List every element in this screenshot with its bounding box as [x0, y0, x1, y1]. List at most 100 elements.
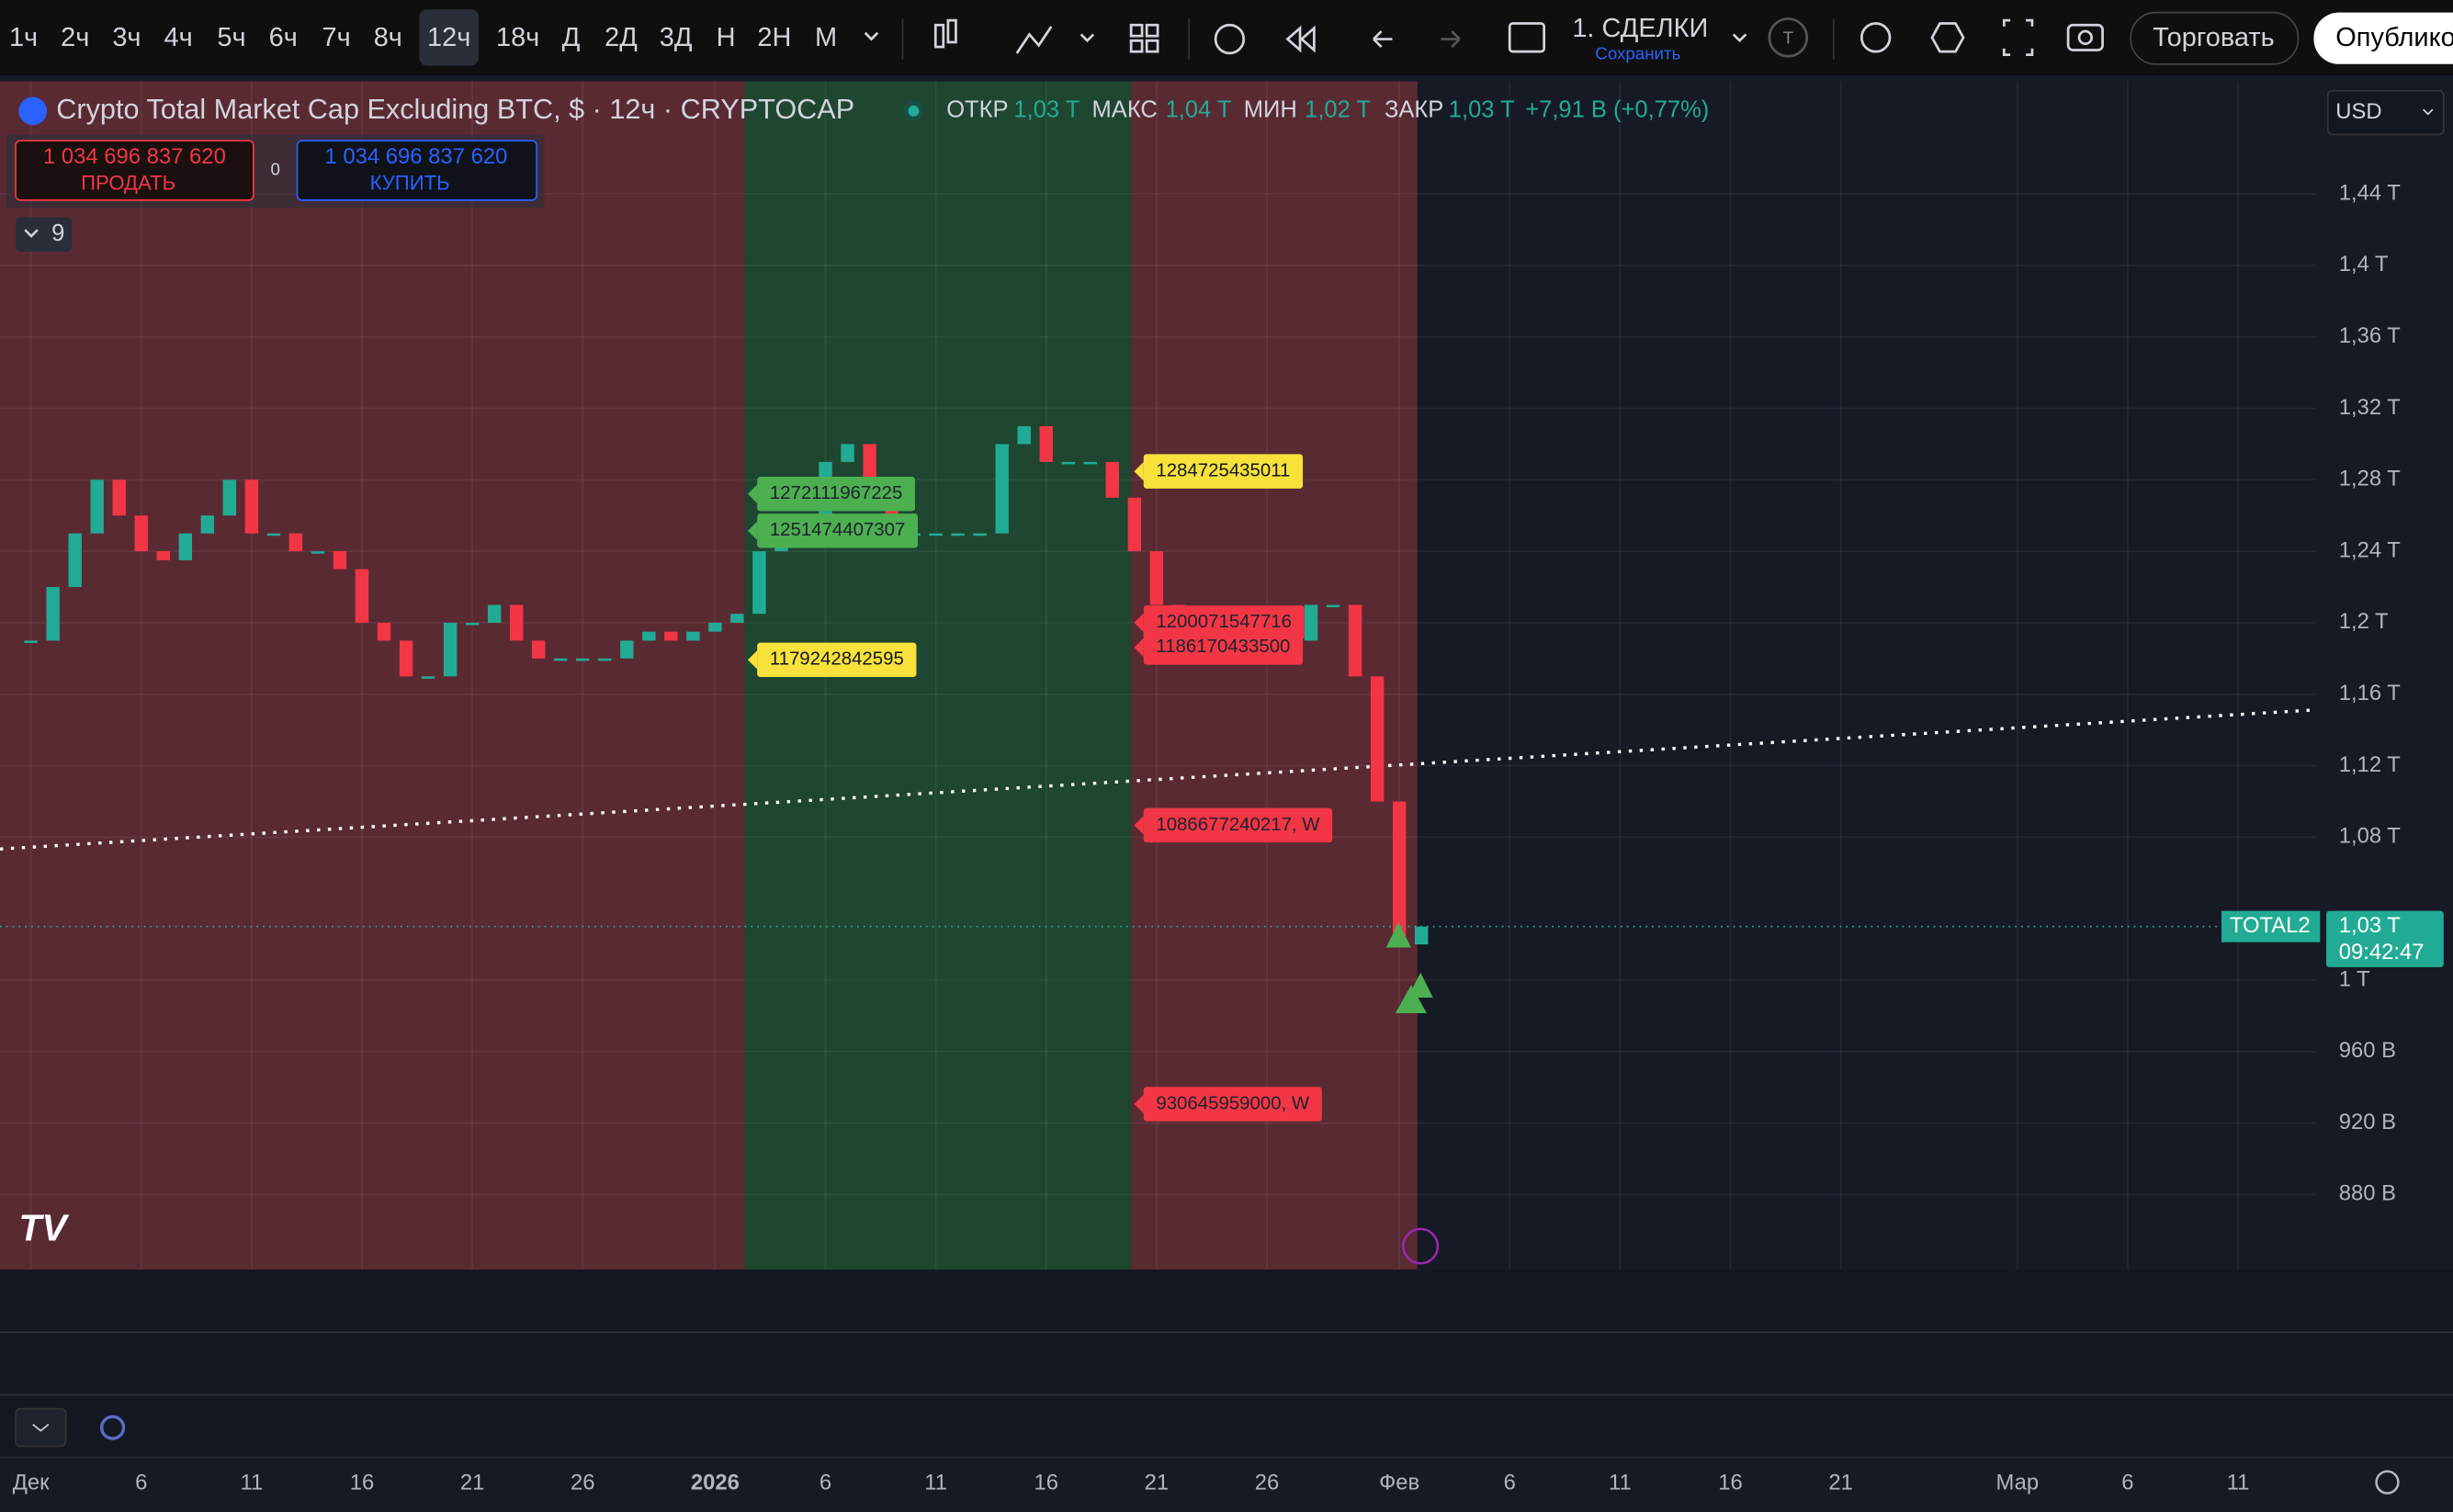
- fullscreen-icon[interactable]: [2002, 18, 2034, 56]
- x-tick-label: Мар: [1996, 1471, 2040, 1495]
- candle: [951, 533, 965, 536]
- y-tick-label: 1 T: [2339, 966, 2370, 991]
- candle: [1326, 604, 1340, 608]
- candle: [1105, 461, 1120, 498]
- trade-button[interactable]: [2130, 11, 2300, 65]
- sell-button[interactable]: [15, 140, 254, 201]
- open-label: ОТКР: [946, 97, 1008, 123]
- candle: [465, 622, 480, 626]
- redo[interactable]: [1441, 30, 1461, 49]
- bear-zone: [1131, 81, 1418, 1270]
- search-icon[interactable]: [1860, 22, 1892, 53]
- level-label: 930645959000, W: [1156, 1093, 1310, 1113]
- indicator-icon[interactable]: [1015, 26, 1053, 54]
- candle: [1083, 461, 1098, 465]
- candle-icon[interactable]: [933, 23, 945, 49]
- level-pointer: [1134, 638, 1144, 658]
- level-pointer: [747, 650, 758, 670]
- interval-button[interactable]: 1ч: [9, 23, 38, 52]
- y-tick-label: 880 B: [2339, 1181, 2396, 1206]
- publish-button-label[interactable]: Опубликовать: [2335, 23, 2453, 52]
- active-interval: [419, 9, 480, 66]
- candle: [288, 533, 303, 552]
- interval-button[interactable]: 2Н: [757, 23, 791, 52]
- close-label: ЗАКР: [1385, 97, 1443, 123]
- currency[interactable]: USD: [2335, 99, 2381, 124]
- interval-button[interactable]: М: [815, 23, 837, 52]
- candle: [134, 515, 148, 552]
- buy-button[interactable]: [296, 140, 537, 201]
- candle: [1127, 497, 1142, 552]
- layout-name[interactable]: 1. СДЕЛКИ: [1572, 14, 1708, 43]
- candle: [266, 533, 281, 536]
- candle: [1414, 926, 1429, 945]
- interval-button[interactable]: 5ч: [217, 23, 245, 52]
- x-tick-label: 6: [135, 1471, 147, 1495]
- alert-icon[interactable]: [1214, 23, 1246, 55]
- last-price-badge: [2326, 910, 2444, 967]
- interval-button[interactable]: 7ч: [322, 23, 351, 52]
- sell-label[interactable]: ПРОДАТЬ: [81, 172, 175, 195]
- symbol-badge-label: TOTAL2: [2230, 913, 2311, 938]
- market-status: [903, 100, 924, 121]
- candle: [642, 631, 656, 641]
- interval-button[interactable]: 3Д: [660, 23, 693, 52]
- avatar[interactable]: T: [1783, 28, 1793, 47]
- candle: [333, 551, 347, 570]
- buy-price[interactable]: 1 034 696 837 620: [325, 144, 508, 169]
- level-label: 1186170433500: [1156, 637, 1290, 657]
- tv-logo: TV: [18, 1206, 70, 1248]
- candle: [664, 631, 678, 641]
- sell-price[interactable]: 1 034 696 837 620: [43, 144, 226, 169]
- toolbar: [0, 0, 2453, 75]
- publish-button[interactable]: [2313, 12, 2453, 64]
- undo[interactable]: [1373, 30, 1393, 49]
- signal-up: [1395, 985, 1427, 1014]
- candle: [576, 658, 590, 661]
- layout-icon[interactable]: [1508, 22, 1546, 53]
- level-label: 1179242842595: [770, 649, 904, 670]
- currency-select[interactable]: [2326, 89, 2445, 136]
- interval-button[interactable]: 8ч: [374, 23, 402, 52]
- interval-button[interactable]: 2ч: [61, 23, 89, 52]
- x-tick-label: 11: [241, 1471, 264, 1495]
- y-tick-label: 1,24 T: [2339, 537, 2402, 562]
- buy-label[interactable]: КУПИТЬ: [370, 172, 450, 195]
- collapse-button[interactable]: [15, 1407, 67, 1448]
- signal-up: [1385, 922, 1411, 948]
- interval-button[interactable]: 12ч: [427, 23, 470, 52]
- trade-button-label[interactable]: Торговать: [2153, 23, 2274, 52]
- save-status[interactable]: Сохранить: [1595, 44, 1680, 63]
- interval-button[interactable]: Н: [717, 23, 736, 52]
- candle: [311, 551, 325, 554]
- indicators-toggle[interactable]: [16, 217, 73, 253]
- level-box: [1143, 630, 1304, 665]
- replay-icon[interactable]: [1285, 25, 1316, 53]
- settings-icon[interactable]: [1930, 22, 1965, 53]
- level-label: 1200071547716: [1156, 612, 1292, 632]
- interval-button[interactable]: 3ч: [112, 23, 141, 52]
- candle: [598, 658, 612, 661]
- axis-settings[interactable]: [2375, 1470, 2400, 1495]
- chevron[interactable]: [864, 31, 879, 41]
- candle: [1392, 801, 1407, 945]
- event-marker[interactable]: [1402, 1227, 1440, 1265]
- snapshot-icon[interactable]: [2066, 23, 2104, 51]
- interval-button[interactable]: 2Д: [605, 23, 638, 52]
- x-tick-label: 11: [924, 1471, 947, 1495]
- interval-button[interactable]: Д: [562, 23, 581, 52]
- x-tick-label: 16: [1034, 1471, 1058, 1495]
- interval-button[interactable]: 18ч: [496, 23, 539, 52]
- candle: [531, 640, 546, 659]
- interval-button[interactable]: 4ч: [164, 23, 193, 52]
- x-tick-label: 11: [1609, 1471, 1632, 1495]
- candle: [355, 569, 369, 623]
- refresh-icon[interactable]: [99, 1415, 126, 1440]
- candle: [1039, 425, 1053, 462]
- interval-button[interactable]: 6ч: [269, 23, 298, 52]
- indicators-count[interactable]: 9: [51, 220, 64, 246]
- candle: [421, 676, 435, 679]
- low-value: 1,02 T: [1305, 97, 1371, 123]
- candle: [1149, 551, 1164, 605]
- candle: [178, 533, 193, 560]
